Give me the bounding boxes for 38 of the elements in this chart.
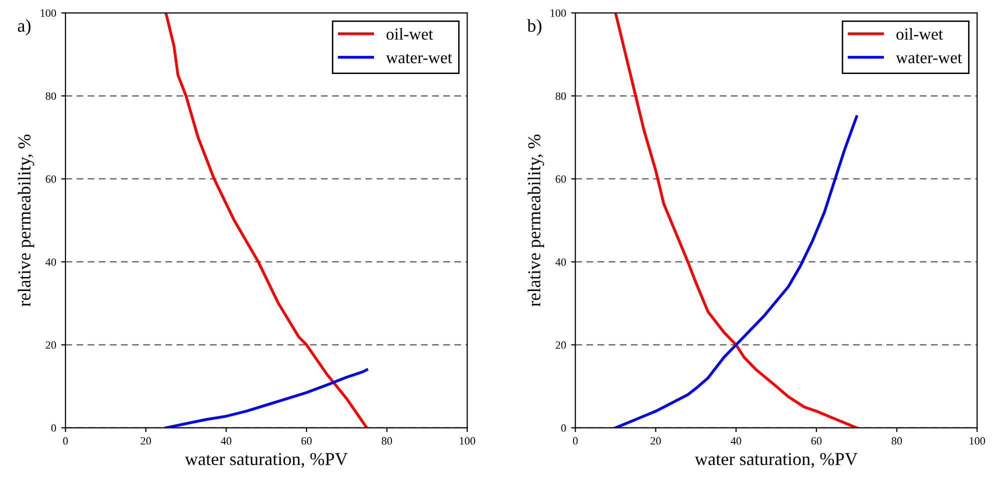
y-tick-label: 40	[555, 258, 566, 266]
legend-label: oil-wet	[386, 28, 434, 40]
x-tick-label: 20	[650, 437, 661, 445]
x-axis-title: water saturation, %PV	[694, 452, 858, 468]
y-tick-label: 20	[46, 341, 56, 349]
x-tick-label: 100	[970, 437, 986, 445]
x-tick-label: 80	[892, 437, 902, 445]
line-series	[614, 12, 858, 428]
y-tick-label: 60	[46, 175, 56, 183]
y-axis-title: relative permeability, %	[528, 134, 544, 306]
y-tick-label: 80	[46, 92, 56, 100]
y-tick-label: 20	[556, 341, 566, 349]
x-tick-label: 100	[460, 437, 476, 445]
y-tick-label: 100	[40, 9, 56, 17]
y-tick-label: 40	[46, 258, 56, 266]
y-tick-label: 0	[561, 424, 566, 432]
x-tick-label: 0	[63, 437, 68, 445]
x-tick-label: 40	[220, 437, 232, 445]
chart-title: a)	[18, 19, 30, 36]
y-axis-title: relative permeability, %	[18, 134, 34, 306]
x-tick-label: 0	[573, 437, 578, 445]
y-tick-label: 80	[556, 92, 566, 100]
legend-label: water-wet	[896, 54, 962, 64]
legend-label: oil-wet	[896, 28, 943, 40]
line-series	[164, 368, 368, 428]
y-tick-label: 100	[550, 9, 566, 17]
y-tick-label: 0	[51, 424, 56, 432]
x-tick-label: 60	[811, 437, 822, 445]
chart-title: b)	[527, 19, 542, 36]
x-tick-label: 40	[730, 437, 742, 445]
x-tick-label: 60	[301, 437, 312, 445]
line-series	[614, 115, 858, 428]
legend-label: water-wet	[386, 54, 452, 64]
line-series	[164, 12, 368, 428]
y-tick-label: 60	[556, 175, 566, 183]
x-tick-label: 20	[140, 437, 151, 445]
x-axis-title: water saturation, %PV	[184, 452, 348, 468]
x-tick-label: 80	[382, 437, 392, 445]
